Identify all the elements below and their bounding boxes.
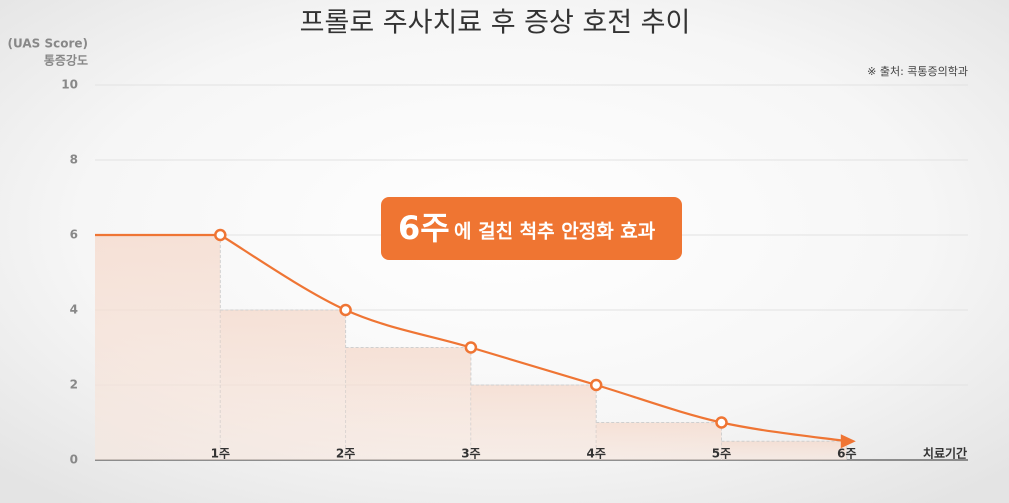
plot: 0 2 4 6 8 10 1주 2주 3주 4주 5주 6주	[61, 78, 968, 467]
marker	[589, 378, 603, 392]
x-tick-label: 5주	[712, 447, 731, 461]
y-tick-label: 0	[70, 453, 78, 467]
y-label: 통증강도	[44, 53, 88, 68]
annotation-box	[381, 197, 682, 260]
y-tick-label: 6	[70, 228, 78, 242]
step-area	[220, 310, 346, 460]
y-tick-label: 10	[61, 78, 78, 92]
annotation: 6주 에 걸친 척추 안정화 효과	[381, 197, 682, 260]
annotation-highlight: 6주	[398, 209, 450, 247]
marker	[339, 303, 352, 317]
x-tick-label: 1주	[211, 447, 230, 461]
step-area	[95, 235, 221, 460]
step-area	[470, 385, 597, 460]
x-label: 치료기간	[923, 446, 967, 461]
marker	[464, 341, 478, 354]
y-unit: (UAS Score)	[7, 37, 88, 51]
y-tick-label: 2	[70, 378, 78, 392]
arrow-head	[840, 434, 856, 449]
y-tick-label: 4	[70, 303, 78, 317]
source: ※ 출처: 콕통증의학과	[867, 65, 968, 78]
step-area	[596, 422, 722, 460]
marker	[214, 228, 227, 242]
step-area	[345, 347, 471, 460]
y-tick-label: 8	[70, 153, 78, 167]
x-tick-label: 4주	[587, 447, 606, 461]
x-tick-label: 3주	[461, 447, 480, 461]
chart-title: 프롤로 주사치료 후 증상 호전 추이	[300, 8, 691, 39]
marker	[715, 416, 728, 429]
annotation-text: 에 걸친 척추 안정화 효과	[454, 221, 656, 243]
x-tick-label: 6주	[837, 447, 856, 461]
line	[95, 233, 847, 443]
step-area	[721, 441, 847, 460]
x-tick-label: 2주	[336, 447, 355, 461]
